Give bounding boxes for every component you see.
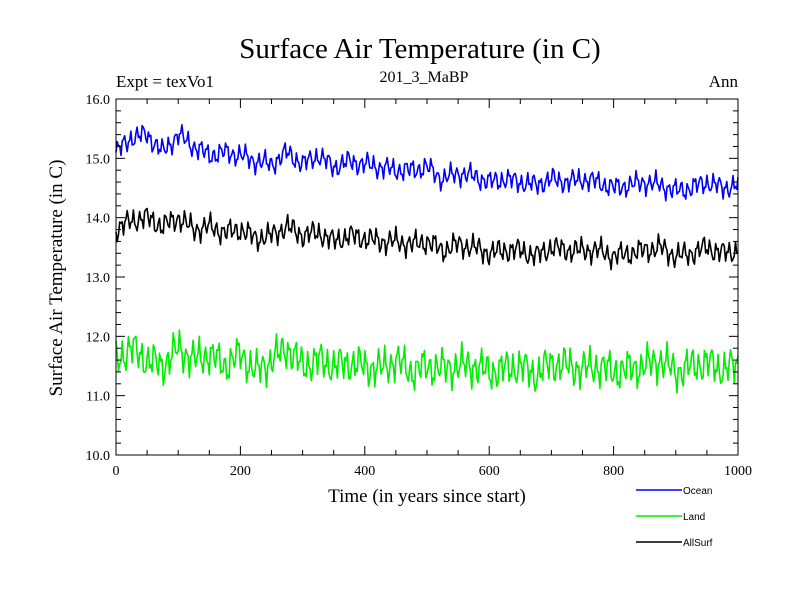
series-layer [115,124,739,394]
legend-label-land: Land [683,512,705,523]
series-line-land [115,329,739,394]
axes-layer: 0 200 400 600 800 1000 10.0 11.0 12.0 13.0 14.0 15.… [86,93,753,479]
y-axis-label: Surface Air Temperature (in C) [46,160,67,397]
series-line-ocean [115,124,739,202]
series-line-allsurf [115,207,739,271]
legend-label-allsurf: AllSurf [683,538,713,549]
x-axis-label: Time (in years since start) [328,486,526,507]
x-tick-label: 200 [230,464,251,479]
experiment-label: Expt = texVo1 [116,72,214,91]
y-tick-label: 12.0 [86,330,111,345]
legend: Ocean Land AllSurf [636,486,713,549]
x-tick-label: 400 [354,464,375,479]
season-label: Ann [709,72,739,91]
run-label: 201_3_MaBP [380,69,469,86]
x-tick-label: 1000 [724,464,752,479]
chart-title: Surface Air Temperature (in C) [239,33,600,65]
y-tick-label: 13.0 [86,271,111,286]
y-tick-label: 16.0 [86,93,111,108]
y-tick-label: 10.0 [86,449,111,464]
x-tick-label: 800 [603,464,624,479]
legend-label-ocean: Ocean [683,486,712,497]
x-tick-label: 0 [113,464,120,479]
y-tick-label: 14.0 [86,212,111,227]
y-tick-label: 11.0 [86,390,110,405]
y-tick-label: 15.0 [86,152,111,167]
x-tick-label: 600 [479,464,500,479]
